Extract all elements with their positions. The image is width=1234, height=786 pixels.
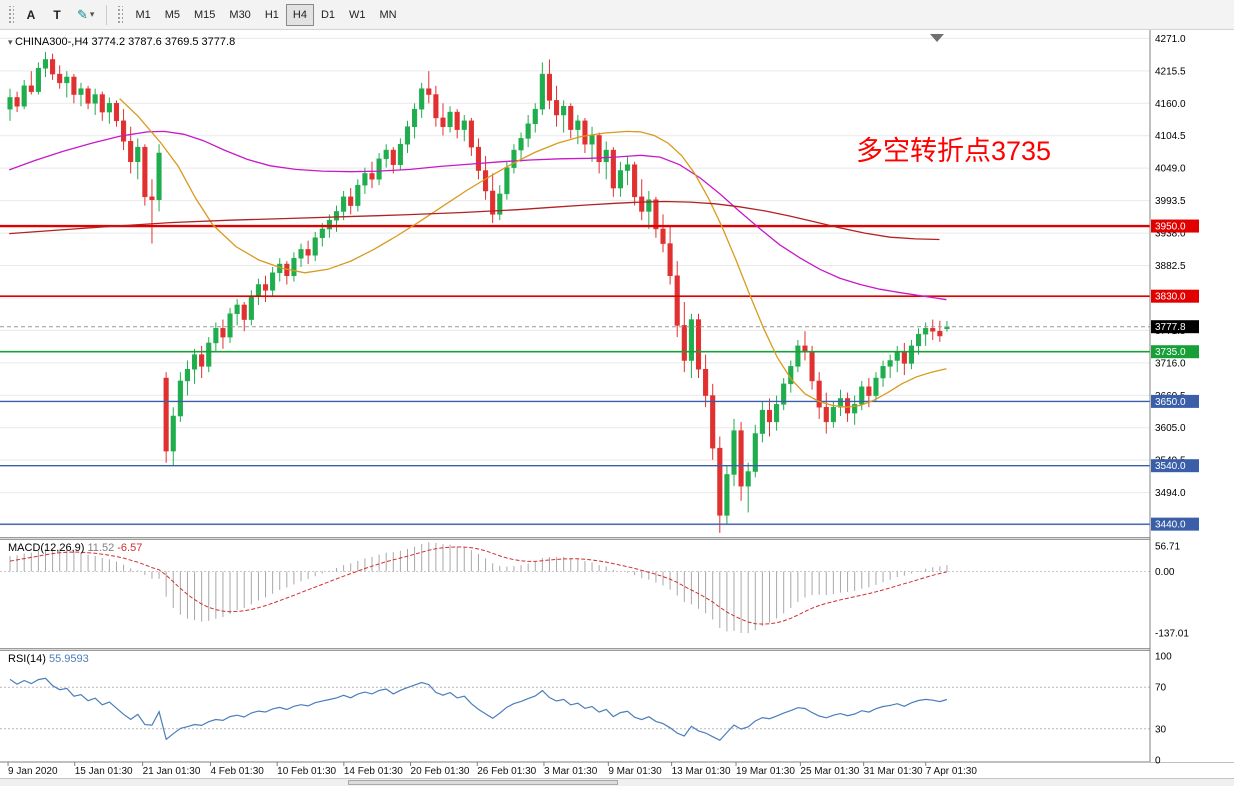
timeframe-button-group: M1 M5 M15 M30 H1 H4 D1 W1 MN [128, 3, 404, 26]
panel-splitter-1[interactable] [0, 537, 1234, 540]
timeframe-button-m1[interactable]: M1 [128, 4, 157, 26]
timeframe-button-m15[interactable]: M15 [187, 4, 222, 26]
scrollbar-thumb[interactable] [348, 780, 618, 785]
svg-text:4049.0: 4049.0 [1155, 164, 1186, 175]
svg-text:3716.0: 3716.0 [1155, 358, 1186, 369]
annotation-text: 多空转折点3735 [856, 136, 1051, 166]
svg-text:4271.0: 4271.0 [1155, 34, 1186, 45]
svg-text:3735.0: 3735.0 [1155, 347, 1186, 358]
svg-text:4215.5: 4215.5 [1155, 66, 1186, 77]
svg-text:3950.0: 3950.0 [1155, 222, 1186, 233]
ma-darkred-line [9, 200, 940, 241]
svg-text:3650.0: 3650.0 [1155, 397, 1186, 408]
macd-signal-line [9, 546, 948, 625]
svg-text:3830.0: 3830.0 [1155, 292, 1186, 303]
svg-text:10 Feb 01:30: 10 Feb 01:30 [277, 766, 336, 777]
svg-text:3494.0: 3494.0 [1155, 488, 1186, 499]
chart-canvas[interactable]: 9 Jan 2020 15 Jan 01:30 21 Jan 01:30 4 Feb … [0, 30, 1234, 778]
timeframe-button-m5[interactable]: M5 [158, 4, 187, 26]
svg-text:0: 0 [1155, 756, 1161, 767]
svg-text:70: 70 [1155, 683, 1167, 694]
draw-tool-button[interactable]: ✎ ▾ [71, 4, 100, 26]
svg-text:3605.0: 3605.0 [1155, 423, 1186, 434]
ma-magenta-line [8, 130, 947, 301]
timeframe-button-d1[interactable]: D1 [314, 4, 342, 26]
timeframe-button-mn[interactable]: MN [373, 4, 404, 26]
svg-text:3777.8: 3777.8 [1155, 322, 1186, 333]
toolbar-separator [106, 4, 108, 25]
panel-splitter-2[interactable] [0, 648, 1234, 651]
svg-text:9 Jan 2020: 9 Jan 2020 [8, 766, 58, 777]
svg-text:14 Feb 01:30: 14 Feb 01:30 [344, 766, 403, 777]
svg-text:3 Mar 01:30: 3 Mar 01:30 [544, 766, 598, 777]
svg-text:26 Feb 01:30: 26 Feb 01:30 [477, 766, 536, 777]
price-gridlines [0, 37, 1150, 526]
toolbar-grip-icon-2[interactable] [116, 5, 124, 24]
timeframe-button-w1[interactable]: W1 [342, 4, 373, 26]
svg-text:20 Feb 01:30: 20 Feb 01:30 [411, 766, 470, 777]
svg-text:13 Mar 01:30: 13 Mar 01:30 [672, 766, 731, 777]
horizontal-scrollbar[interactable] [0, 778, 1234, 786]
candlestick-series [7, 51, 950, 533]
svg-text:4 Feb 01:30: 4 Feb 01:30 [210, 766, 264, 777]
chart-area[interactable]: 9 Jan 2020 15 Jan 01:30 21 Jan 01:30 4 Feb … [0, 30, 1234, 778]
toolbar-grip-icon[interactable] [7, 5, 14, 24]
svg-text:21 Jan 01:30: 21 Jan 01:30 [143, 766, 201, 777]
macd-header: MACD(12,26,9) 11.52 -6.57 [8, 542, 142, 554]
svg-text:25 Mar 01:30: 25 Mar 01:30 [800, 766, 859, 777]
date-axis: 9 Jan 2020 15 Jan 01:30 21 Jan 01:30 4 Feb … [7, 762, 978, 777]
pencil-icon: ✎ [77, 7, 88, 22]
ma-orange-line [119, 98, 947, 408]
timeframe-button-h1[interactable]: H1 [258, 4, 286, 26]
current-price-badge [1151, 320, 1199, 334]
svg-text:0.00: 0.00 [1155, 567, 1175, 578]
text-label-tool-button[interactable]: A [19, 4, 43, 26]
timeframe-button-h4[interactable]: H4 [285, 3, 314, 26]
symbol-ohlc-header: ▾ CHINA300-,H4 3774.2 3787.6 3769.5 3777… [8, 36, 235, 48]
svg-text:31 Mar 01:30: 31 Mar 01:30 [864, 766, 923, 777]
svg-text:56.71: 56.71 [1155, 541, 1180, 552]
svg-text:100: 100 [1155, 652, 1172, 663]
text-tool-button[interactable]: T [45, 4, 69, 26]
svg-text:30: 30 [1155, 724, 1167, 735]
svg-text:7 Apr 01:30: 7 Apr 01:30 [926, 766, 978, 777]
svg-text:-137.01: -137.01 [1155, 629, 1189, 640]
svg-text:9 Mar 01:30: 9 Mar 01:30 [608, 766, 662, 777]
macd-histogram [9, 542, 948, 634]
svg-text:3882.5: 3882.5 [1155, 261, 1186, 272]
svg-text:3440.0: 3440.0 [1155, 520, 1186, 531]
timeframe-button-m30[interactable]: M30 [222, 4, 257, 26]
chart-background [0, 30, 1234, 778]
svg-text:15 Jan 01:30: 15 Jan 01:30 [75, 766, 133, 777]
horizontal-level-lines[interactable] [0, 224, 1150, 525]
svg-text:4160.0: 4160.0 [1155, 99, 1186, 110]
dropdown-arrow-icon: ▾ [89, 9, 95, 19]
svg-text:3540.0: 3540.0 [1155, 461, 1186, 472]
chart-shift-marker-icon[interactable] [930, 34, 944, 42]
price-badges: 3950.0 3830.0 3735.0 3650.0 3540.0 3440.0 3777… [1151, 219, 1199, 531]
top-toolbar: A T ✎ ▾ M1 M5 M15 M30 H1 H4 D1 W1 MN [0, 0, 1234, 30]
svg-text:19 Mar 01:30: 19 Mar 01:30 [736, 766, 795, 777]
svg-text:4104.5: 4104.5 [1155, 131, 1186, 142]
svg-text:3993.5: 3993.5 [1155, 196, 1186, 207]
rsi-header: RSI(14) 55.9593 [8, 653, 89, 665]
svg-text:3938.0: 3938.0 [1155, 229, 1186, 240]
rsi-line [9, 677, 948, 742]
